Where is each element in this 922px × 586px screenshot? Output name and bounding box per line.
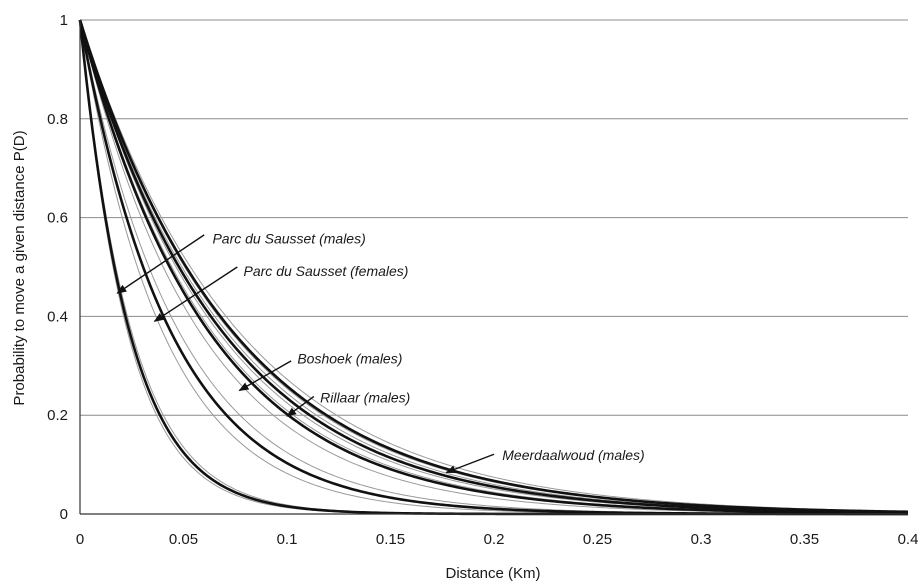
annotation-label-4: Meerdaalwoud (males) — [502, 447, 644, 463]
confidence-bands — [79, 19, 909, 515]
ci-upper-1 — [79, 19, 908, 515]
annotation-arrow-0 — [116, 234, 205, 294]
ci-lower-3 — [79, 19, 909, 514]
y-tick-label-5: 1 — [60, 12, 68, 29]
gridlines — [80, 19, 908, 416]
annotation-arrow-2 — [238, 360, 292, 392]
x-tick-labels: 0 0.05 0.1 0.15 0.2 0.25 0.3 0.35 0.4 — [76, 531, 919, 548]
ci-upper-0 — [79, 19, 908, 515]
ci-upper-3 — [79, 19, 909, 513]
annotation-arrow-1 — [153, 266, 238, 322]
annotation-label-2: Boshoek (males) — [297, 350, 402, 366]
y-tick-label-4: 0.8 — [47, 111, 68, 128]
ci-lower-2 — [79, 19, 909, 514]
series-line-1 — [78, 19, 908, 516]
ci-lower-0 — [79, 19, 908, 515]
y-tick-label-3: 0.6 — [47, 210, 68, 227]
series-lines — [78, 19, 909, 516]
x-tick-label-3: 0.15 — [376, 531, 405, 548]
annotation-arrow-3 — [286, 395, 315, 417]
series-line-0 — [78, 19, 908, 516]
annotation-label-1: Parc du Sausset (females) — [244, 263, 409, 279]
ci-upper-2 — [79, 19, 909, 514]
x-tick-label-1: 0.05 — [169, 531, 198, 548]
x-tick-label-8: 0.4 — [898, 531, 919, 548]
x-tick-label-2: 0.1 — [277, 531, 298, 548]
series-line-4 — [78, 19, 909, 514]
x-tick-label-0: 0 — [76, 531, 84, 548]
series-line-3 — [78, 19, 909, 514]
y-tick-label-1: 0.2 — [47, 407, 68, 424]
x-tick-label-7: 0.35 — [790, 531, 819, 548]
ci-lower-1 — [79, 19, 908, 515]
series-line-2 — [78, 19, 909, 515]
y-tick-labels: 0 0.2 0.4 0.6 0.8 1 — [47, 12, 68, 523]
y-tick-label-2: 0.4 — [47, 308, 68, 325]
annotation-label-3: Rillaar (males) — [320, 389, 410, 405]
axes — [79, 20, 908, 515]
y-tick-label-0: 0 — [60, 506, 68, 523]
x-tick-label-6: 0.3 — [691, 531, 712, 548]
ci-lower-4 — [79, 19, 909, 513]
ci-upper-4 — [79, 19, 909, 512]
x-axis-label: Distance (Km) — [445, 565, 540, 582]
x-tick-label-5: 0.25 — [583, 531, 612, 548]
x-tick-label-4: 0.2 — [484, 531, 505, 548]
annotations: Parc du Sausset (males) Parc du Sausset (… — [116, 230, 645, 474]
y-axis-label: Probability to move a given distance P(D… — [11, 130, 28, 405]
annotation-arrow-4 — [445, 453, 495, 474]
annotation-label-0: Parc du Sausset (males) — [212, 230, 365, 246]
